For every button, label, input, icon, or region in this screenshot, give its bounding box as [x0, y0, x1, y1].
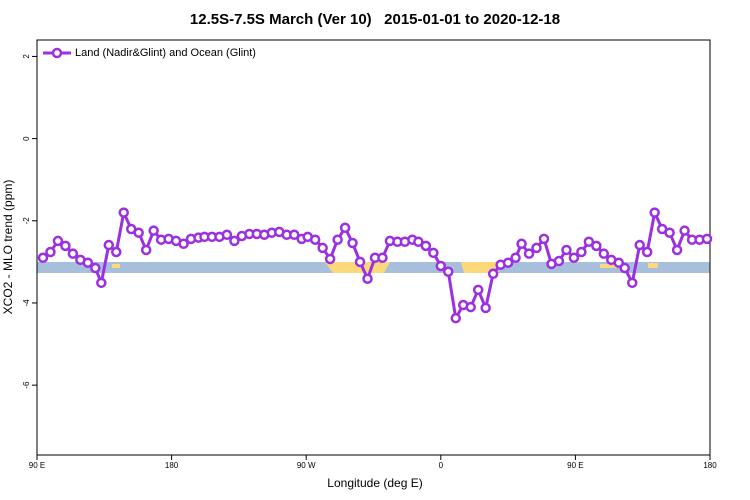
x-tick-label: 90 E: [567, 461, 583, 470]
data-point: [428, 247, 439, 259]
data-point: [531, 242, 542, 254]
data-point: [317, 242, 328, 254]
data-point: [701, 233, 713, 245]
data-point: [413, 236, 424, 247]
data-point: [480, 302, 491, 314]
data-point: [435, 260, 447, 272]
x-tick-label: 180: [703, 461, 717, 470]
x-tick-label: 180: [165, 461, 179, 470]
data-point: [671, 244, 683, 256]
data-point: [221, 229, 233, 241]
land-band: [600, 264, 618, 268]
data-point: [626, 277, 638, 289]
data-point: [523, 248, 535, 259]
y-tick-label: 2: [22, 54, 31, 59]
data-point: [568, 252, 580, 264]
x-tick-label: 90 W: [297, 461, 316, 470]
y-tick-label: -4: [22, 299, 31, 307]
data-point: [324, 253, 336, 265]
data-point: [679, 225, 690, 236]
data-point: [649, 207, 660, 218]
data-point: [354, 256, 366, 268]
data-point: [148, 225, 159, 236]
data-point: [140, 244, 152, 256]
x-axis-label: Longitude (deg E): [327, 476, 422, 490]
data-point: [465, 301, 476, 313]
land-band: [112, 264, 120, 268]
data-point: [52, 235, 64, 247]
data-point: [443, 266, 454, 277]
data-point: [362, 273, 373, 284]
data-point: [118, 207, 129, 218]
data-point: [510, 252, 521, 264]
data-point: [339, 222, 351, 234]
y-tick-label: -6: [22, 381, 31, 389]
data-point: [67, 248, 79, 259]
data-point: [420, 240, 432, 252]
data-point: [472, 284, 484, 296]
x-tick-label: 90 E: [29, 461, 45, 470]
x-tick-label: 0: [439, 461, 444, 470]
data-point: [583, 236, 595, 247]
data-point: [309, 234, 321, 245]
data-point: [502, 257, 514, 268]
data-point: [634, 239, 645, 251]
land-band: [648, 263, 658, 268]
data-point: [591, 240, 602, 252]
data-point: [576, 246, 587, 258]
data-point: [553, 255, 565, 267]
data-point: [82, 257, 94, 268]
data-point: [450, 312, 462, 324]
data-point: [60, 240, 71, 252]
data-point: [133, 227, 144, 238]
data-point: [103, 239, 115, 251]
data-point: [37, 252, 49, 264]
data-point: [561, 244, 572, 256]
data-point: [664, 227, 675, 238]
data-point: [538, 233, 550, 245]
chart-title: 12.5S-7.5S March (Ver 10) 2015-01-01 to …: [190, 11, 560, 28]
data-point: [229, 235, 240, 247]
plot-frame: [36, 39, 711, 456]
legend-marker: [51, 47, 63, 59]
data-point: [332, 234, 343, 245]
data-point: [90, 262, 101, 274]
legend-label: Land (Nadir&Glint) and Ocean (Glint): [75, 47, 256, 59]
y-tick-label: -2: [22, 217, 31, 225]
data-point: [45, 246, 56, 258]
data-point: [288, 229, 300, 241]
data-point: [641, 246, 653, 258]
data-point: [487, 268, 499, 280]
data-point: [178, 238, 189, 250]
data-point: [516, 238, 527, 250]
y-tick-label: 0: [22, 136, 31, 141]
data-point: [96, 277, 107, 289]
data-point: [111, 246, 122, 258]
data-point: [377, 252, 388, 264]
data-point: [347, 237, 358, 249]
data-point: [619, 262, 631, 274]
data-point: [598, 248, 610, 259]
y-axis-label: XCO2 - MLO trend (ppm): [1, 180, 15, 315]
